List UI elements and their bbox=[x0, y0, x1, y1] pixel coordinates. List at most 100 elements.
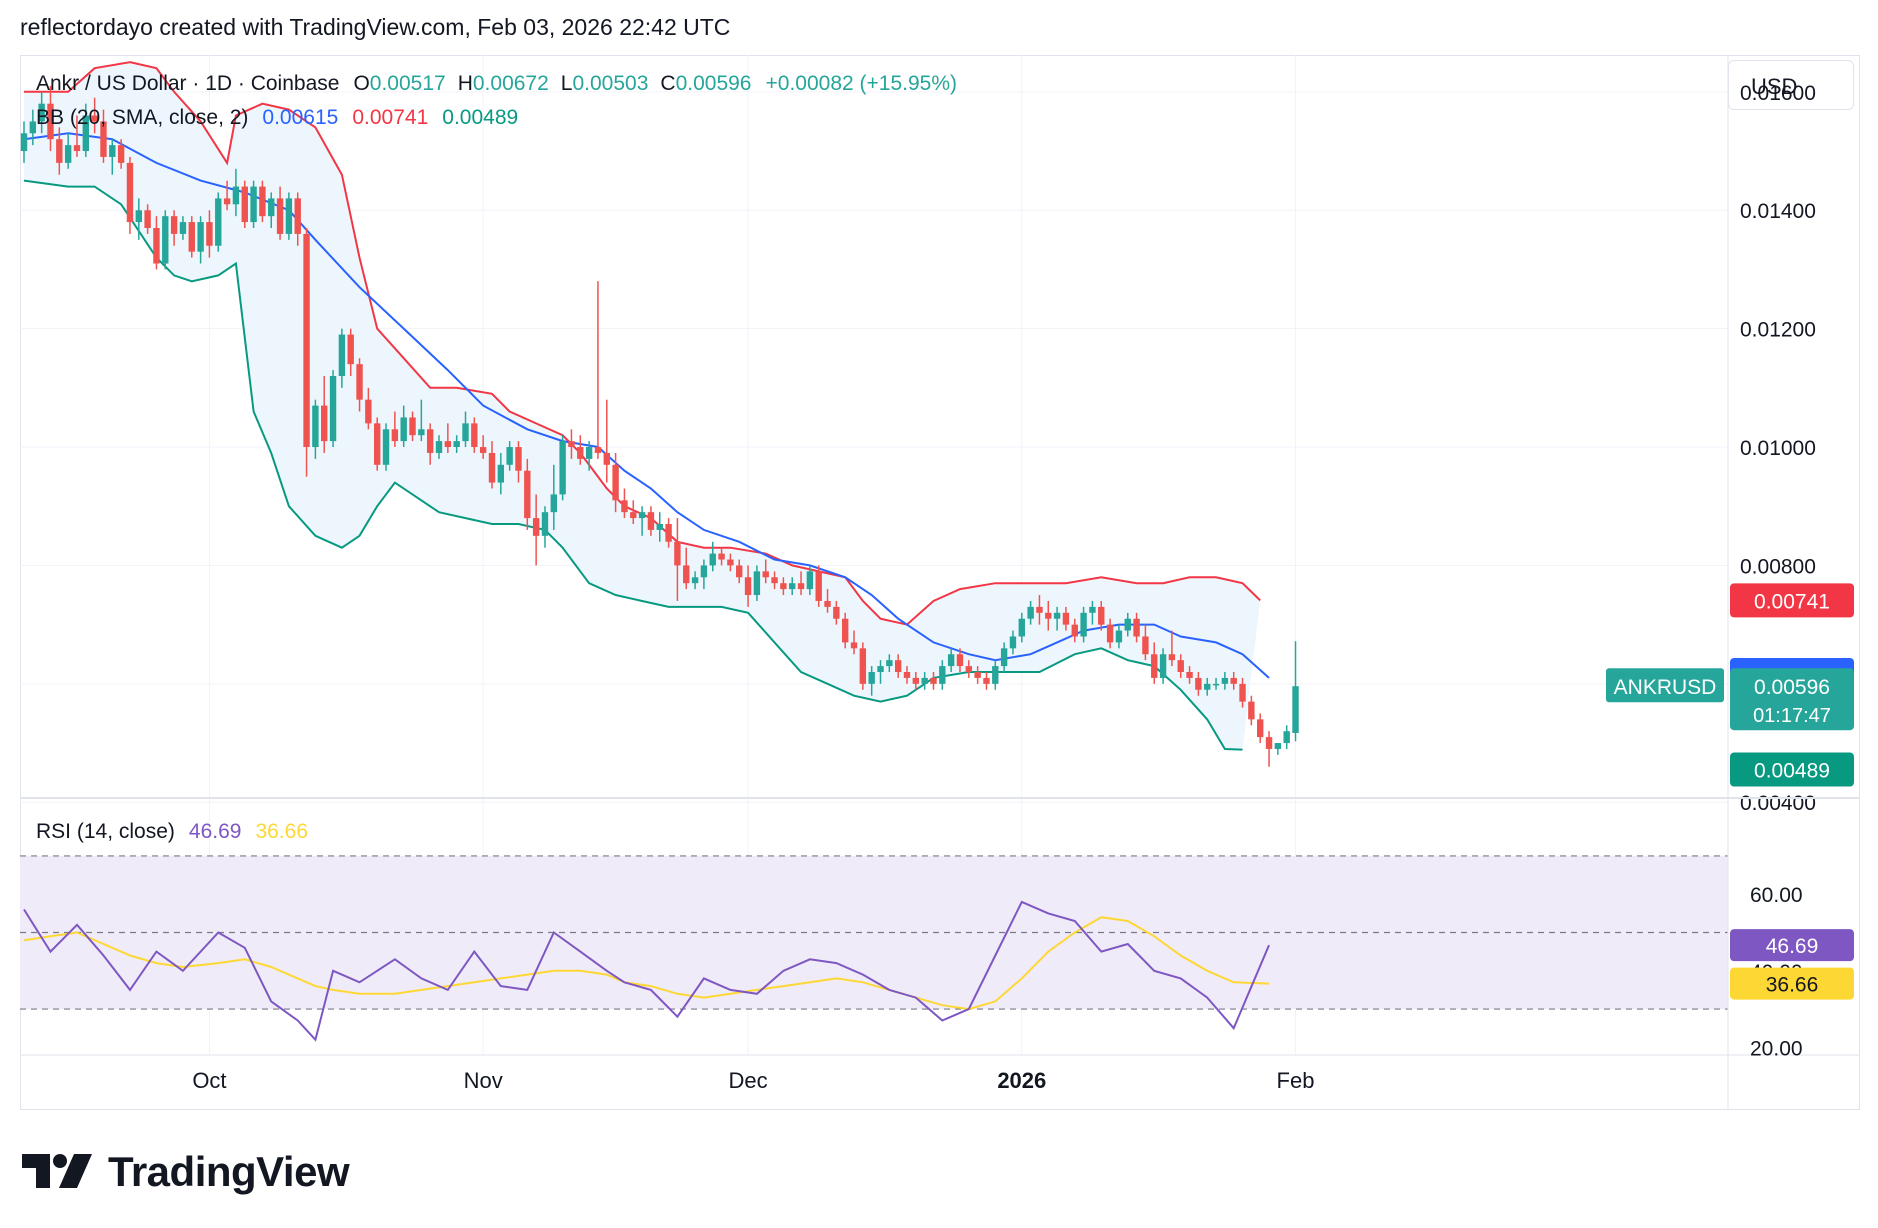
candle bbox=[197, 216, 204, 264]
bb-lower-line bbox=[23, 179, 1243, 751]
candle bbox=[532, 494, 540, 566]
rsi-pane bbox=[20, 855, 1728, 1042]
candle bbox=[939, 660, 946, 690]
currency-selector[interactable]: USD bbox=[1728, 60, 1854, 110]
candle-body bbox=[382, 429, 390, 465]
rsi-value-tag-text: 46.69 bbox=[1766, 935, 1819, 958]
tradingview-logo-text: TradingView bbox=[108, 1148, 350, 1195]
candle-body bbox=[912, 677, 920, 684]
candle bbox=[886, 654, 893, 672]
candle-body bbox=[753, 571, 761, 596]
candle-body bbox=[1133, 618, 1140, 637]
candle bbox=[903, 666, 911, 684]
candle bbox=[700, 559, 708, 590]
chart-frame bbox=[20, 55, 1860, 1110]
candle-body bbox=[568, 441, 575, 448]
bb-upper-tag-bg bbox=[1730, 583, 1854, 618]
candle bbox=[585, 441, 593, 471]
candle bbox=[550, 464, 557, 530]
candle bbox=[1177, 654, 1184, 678]
candle bbox=[674, 518, 681, 601]
candle-body bbox=[841, 618, 849, 643]
candle-body bbox=[1018, 618, 1025, 637]
candle bbox=[479, 435, 487, 459]
candle bbox=[683, 547, 690, 590]
candle bbox=[303, 228, 310, 477]
candle bbox=[1186, 666, 1193, 684]
candle bbox=[144, 204, 151, 234]
candle bbox=[188, 216, 195, 258]
open-label: O bbox=[353, 72, 370, 95]
rsi-legend[interactable]: RSI (14, close) 46.69 36.66 bbox=[36, 820, 312, 844]
tradingview-logo-icon bbox=[22, 1154, 92, 1188]
candle-body bbox=[709, 553, 716, 566]
candle-body bbox=[1265, 737, 1273, 749]
candle-body bbox=[453, 441, 460, 448]
candle-body bbox=[665, 524, 672, 542]
candle bbox=[594, 281, 602, 459]
candle bbox=[665, 518, 672, 548]
candle bbox=[1133, 612, 1140, 643]
candle bbox=[612, 452, 619, 513]
candle-body bbox=[1283, 731, 1290, 744]
candle bbox=[488, 441, 496, 489]
candle bbox=[815, 565, 822, 607]
price-tick-label: 0.01200 bbox=[1740, 319, 1816, 342]
candle-body bbox=[789, 583, 796, 590]
tradingview-logo[interactable]: TradingView bbox=[22, 1148, 350, 1196]
rsi-value-tag-bg bbox=[1730, 929, 1854, 962]
candle bbox=[1053, 606, 1061, 631]
candle-body bbox=[1071, 624, 1078, 637]
candle bbox=[1212, 677, 1220, 690]
candle-body bbox=[338, 334, 346, 376]
candle bbox=[215, 192, 222, 252]
candle-body bbox=[1089, 606, 1096, 613]
candle-body bbox=[497, 464, 505, 483]
candle bbox=[956, 648, 964, 672]
candle-body bbox=[374, 423, 381, 465]
candle bbox=[1009, 630, 1017, 655]
candle bbox=[930, 672, 937, 690]
chart-credit: reflectordayo created with TradingView.c… bbox=[20, 14, 731, 40]
candle bbox=[179, 216, 187, 240]
symbol-title[interactable]: Ankr / US Dollar · 1D · Coinbase bbox=[36, 72, 340, 95]
candle bbox=[1124, 612, 1131, 637]
bb-legend[interactable]: BB (20, SMA, close, 2) 0.00615 0.00741 0.00… bbox=[36, 106, 522, 130]
candle-body bbox=[126, 162, 134, 223]
candle-body bbox=[232, 186, 240, 205]
candle-body bbox=[1045, 612, 1052, 619]
candle-body bbox=[329, 376, 337, 442]
candle bbox=[921, 672, 928, 690]
candle bbox=[894, 654, 902, 678]
candle-body bbox=[276, 198, 284, 234]
symbol-tag: ANKRUSD bbox=[1606, 668, 1724, 703]
candle-body bbox=[259, 186, 266, 217]
candle-body bbox=[82, 115, 90, 152]
candle-body bbox=[559, 441, 566, 495]
candle bbox=[771, 571, 778, 590]
rsi-line bbox=[23, 900, 1270, 1042]
candle-body bbox=[418, 429, 425, 436]
candlesticks bbox=[20, 85, 1299, 767]
candle bbox=[709, 541, 716, 572]
candle bbox=[153, 216, 160, 270]
candle-body bbox=[691, 577, 699, 584]
axes: 0.01600 0.01400 0.01200 0.01000 0.00800 0.004… bbox=[20, 55, 1860, 1110]
rsi-value-tag: 46.69 bbox=[1730, 929, 1854, 962]
candle bbox=[268, 192, 275, 228]
candle-body bbox=[939, 666, 946, 684]
high-label: H bbox=[457, 72, 473, 95]
candle bbox=[382, 423, 390, 471]
bar-countdown-text: 01:17:47 bbox=[1753, 705, 1831, 727]
candle bbox=[577, 435, 584, 465]
bb-lower-tag-bg bbox=[1730, 752, 1854, 787]
candle bbox=[983, 672, 990, 690]
candle-body bbox=[850, 642, 858, 649]
time-tick-label: 2026 bbox=[997, 1068, 1046, 1093]
candle-body bbox=[144, 210, 151, 228]
candle-body bbox=[1027, 606, 1034, 619]
candle bbox=[691, 571, 699, 590]
candle bbox=[435, 435, 443, 459]
candle bbox=[1274, 743, 1282, 755]
